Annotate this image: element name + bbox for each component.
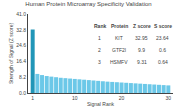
svg-text:9.9: 9.9 bbox=[138, 47, 145, 53]
svg-text:9.31: 9.31 bbox=[137, 59, 147, 65]
svg-text:S score: S score bbox=[154, 23, 172, 29]
svg-text:3: 3 bbox=[98, 59, 101, 65]
svg-text:Protein: Protein bbox=[111, 23, 128, 29]
svg-text:KIT: KIT bbox=[115, 35, 123, 41]
svg-text:41.0: 41.0 bbox=[16, 11, 26, 17]
svg-text:HSMFV: HSMFV bbox=[110, 59, 128, 65]
svg-text:23.64: 23.64 bbox=[156, 35, 169, 41]
svg-text:GTF2I: GTF2I bbox=[112, 47, 126, 53]
svg-text:0.0: 0.0 bbox=[19, 90, 26, 96]
svg-text:32.8: 32.8 bbox=[16, 27, 26, 33]
svg-text:32.95: 32.95 bbox=[135, 35, 148, 41]
svg-text:1: 1 bbox=[98, 35, 101, 41]
svg-text:1: 1 bbox=[31, 95, 34, 101]
svg-text:30: 30 bbox=[166, 95, 172, 101]
svg-text:Signal Rank: Signal Rank bbox=[87, 101, 114, 107]
svg-text:Strength of Signal (Z score): Strength of Signal (Z score) bbox=[8, 23, 14, 84]
svg-text:24.6: 24.6 bbox=[16, 42, 26, 48]
svg-text:Z score: Z score bbox=[133, 23, 151, 29]
svg-text:Human Protein Microarray Speci: Human Protein Microarray Specificity Val… bbox=[25, 1, 151, 7]
svg-text:8.2: 8.2 bbox=[19, 74, 26, 80]
svg-text:16.4: 16.4 bbox=[16, 58, 26, 64]
svg-text:10: 10 bbox=[72, 95, 78, 101]
svg-text:20: 20 bbox=[119, 95, 125, 101]
svg-text:Rank: Rank bbox=[94, 23, 106, 29]
svg-text:2: 2 bbox=[98, 47, 101, 53]
svg-text:0.6: 0.6 bbox=[159, 47, 166, 53]
svg-text:0.64: 0.64 bbox=[158, 59, 168, 65]
